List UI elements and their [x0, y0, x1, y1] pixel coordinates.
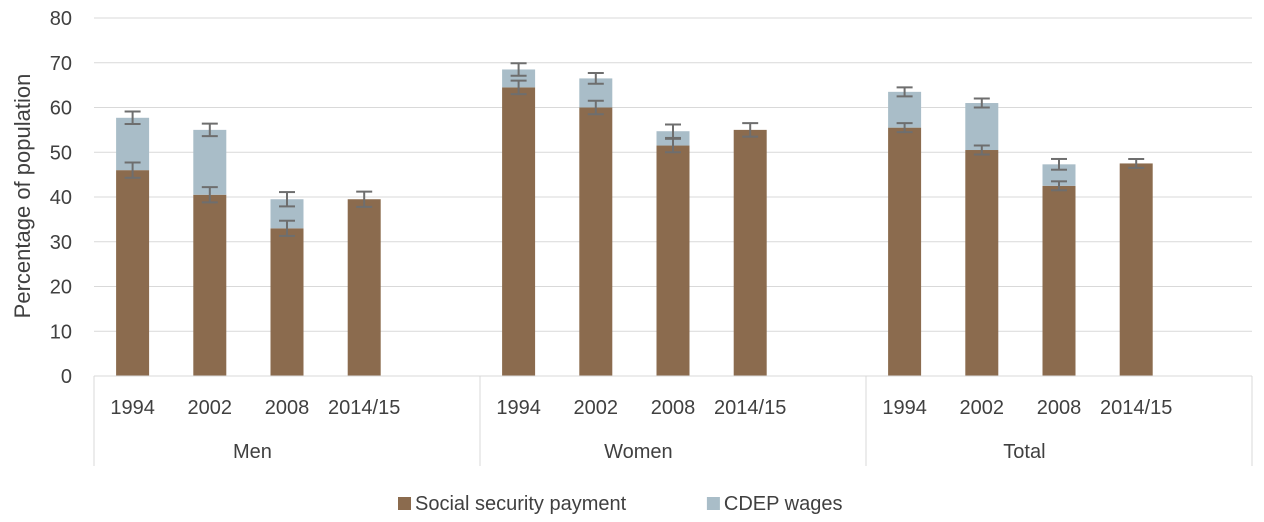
bar-segment	[116, 117, 150, 171]
y-tick-label: 70	[50, 53, 72, 75]
bars	[116, 69, 1153, 377]
bar-segment	[193, 194, 227, 376]
y-tick-label: 30	[50, 232, 72, 254]
bar-segment	[1042, 185, 1076, 376]
bar-segment	[965, 103, 999, 151]
bar-segment	[1042, 164, 1076, 186]
x-tick-label: 2002	[188, 397, 233, 419]
x-tick-label: 2002	[960, 397, 1005, 419]
legend-swatch	[398, 497, 411, 510]
bar-segment	[888, 127, 922, 376]
x-axis: 1994 2002 2008 2014/15 Men 1994 2002 2008 2014/1…	[93, 375, 1253, 466]
x-tick-label: 2014/15	[328, 397, 400, 419]
y-tick-label: 60	[50, 98, 72, 120]
y-tick-label: 40	[50, 187, 72, 209]
x-tick-label: 1994	[110, 397, 155, 419]
legend-swatch	[706, 497, 720, 510]
legend: Social security payment CDEP wages	[398, 493, 842, 515]
bar-segment	[347, 199, 381, 376]
bar-segment	[116, 170, 150, 376]
x-tick-label: 2014/15	[714, 397, 786, 419]
bar-segment	[965, 150, 999, 376]
x-tick-label: 1994	[496, 397, 541, 419]
y-tick-label: 80	[50, 8, 72, 30]
x-tick-label: 2002	[574, 397, 619, 419]
x-tick-label: 2008	[1037, 397, 1082, 419]
bar-segment	[270, 228, 304, 376]
bar-segment	[1119, 163, 1153, 376]
bar-segment	[502, 69, 536, 88]
bar-segment	[733, 129, 767, 376]
x-group-label: Women	[604, 441, 673, 463]
y-tick-label: 0	[61, 366, 72, 388]
bar-segment	[579, 107, 613, 376]
x-tick-label: 2008	[651, 397, 696, 419]
y-tick-label: 50	[50, 142, 72, 164]
x-tick-label: 2008	[265, 397, 310, 419]
y-axis-ticks: 0 10 20 30 40 50 60 70 80	[50, 8, 72, 388]
x-group-label: Men	[233, 441, 272, 463]
bar-segment	[888, 91, 922, 128]
error-bars	[124, 62, 1145, 237]
bar-segment	[502, 87, 536, 377]
x-tick-label: 2014/15	[1100, 397, 1172, 419]
y-axis-label: Percentage of population	[10, 74, 35, 319]
legend-label: Social security payment	[415, 493, 627, 515]
y-tick-label: 10	[50, 321, 72, 343]
legend-label: CDEP wages	[724, 493, 843, 515]
bar-segment	[656, 145, 690, 376]
y-tick-label: 20	[50, 277, 72, 299]
bar-segment	[193, 129, 227, 195]
x-tick-label: 1994	[882, 397, 927, 419]
x-group-label: Total	[1003, 441, 1045, 463]
